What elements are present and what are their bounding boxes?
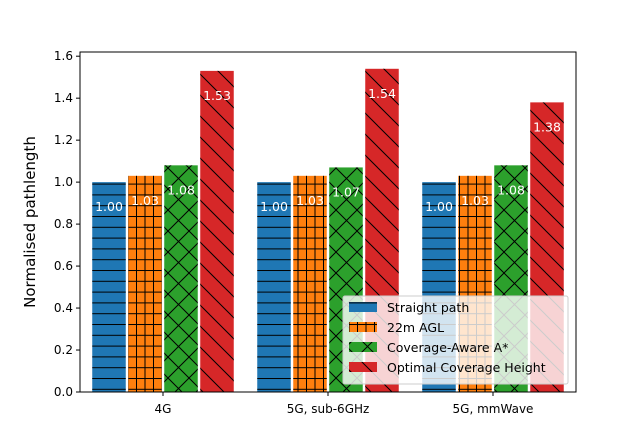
y-tick-label: 0.0 [54,385,73,399]
x-tick-label: 5G, mmWave [453,402,534,416]
data-label: 1.00 [425,199,453,214]
y-tick-label: 0.4 [54,301,73,315]
data-label: 1.03 [296,193,324,208]
data-label: 1.07 [332,184,360,199]
bar-hatch [128,175,162,392]
data-label: 1.00 [260,199,288,214]
legend: Straight path 22m AGL Coverage-Aware A* Opt… [342,295,569,385]
data-label: 1.53 [203,88,231,103]
bar-hatch [92,182,126,392]
x-axis: 4G 5G, sub-6GHz 5G, mmWave [155,392,534,416]
data-labels-layer: 1.00 1.00 1.00 1.03 1.03 1.03 1.08 1.07 1.08 1.53… [95,86,561,214]
y-tick-label: 0.2 [54,343,73,357]
legend-label: Straight path [387,300,469,315]
data-label: 1.54 [368,86,396,101]
legend-swatch-hatch [349,342,377,352]
bar-hatch [257,182,291,392]
data-label: 1.03 [131,193,159,208]
data-label: 1.00 [95,199,123,214]
legend-swatch-hatch [349,362,377,372]
legend-label: 22m AGL [387,320,444,335]
bar-hatch [200,70,234,392]
y-axis: 0.0 0.2 0.4 0.6 0.8 1.0 1.2 1.4 1.6 [54,49,80,399]
y-tick-label: 1.0 [54,175,73,189]
data-label: 1.08 [497,182,525,197]
data-label: 1.03 [461,193,489,208]
x-tick-label: 5G, sub-6GHz [287,402,370,416]
data-label: 1.38 [533,119,561,134]
legend-label: Optimal Coverage Height [387,360,546,375]
y-tick-label: 0.8 [54,217,73,231]
x-tick-label: 4G [155,402,172,416]
bar-hatch [293,175,327,392]
legend-swatch-hatch [349,302,377,312]
legend-box [342,295,569,385]
legend-label: Coverage-Aware A* [387,340,508,355]
y-tick-label: 1.6 [54,49,73,63]
bar-hatch [164,165,198,392]
data-label: 1.08 [167,182,195,197]
y-tick-label: 1.4 [54,91,73,105]
y-tick-label: 0.6 [54,259,73,273]
legend-swatch-hatch [349,322,377,332]
y-axis-label: Normalised pathlength [21,136,39,308]
y-tick-label: 1.2 [54,133,73,147]
